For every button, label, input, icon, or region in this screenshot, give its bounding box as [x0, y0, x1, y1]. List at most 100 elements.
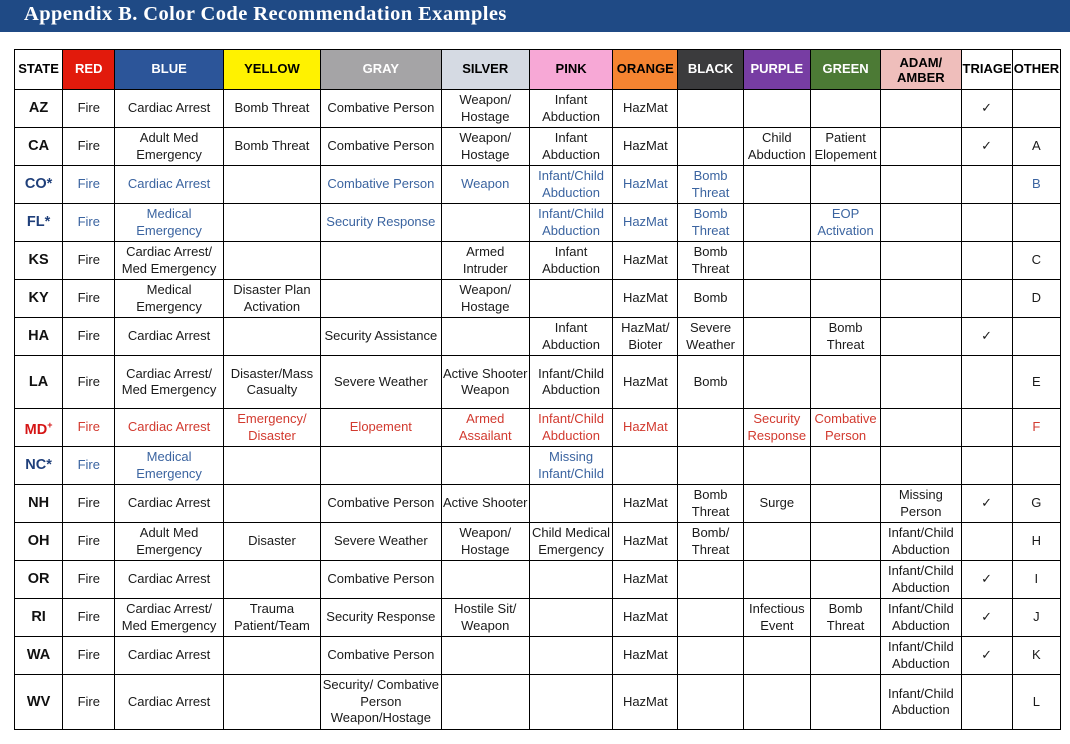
- cell-yellow: [222, 203, 322, 242]
- cell-silver: Hostile Sit/ Weapon: [440, 598, 530, 637]
- table-row: KY Fire Medical Emergency Disaster Plan Act…: [13, 279, 1062, 318]
- triage-checkmark-icon: ✓: [960, 484, 1013, 523]
- cell-black: [677, 674, 744, 730]
- cell-orange: HazMat: [612, 522, 679, 561]
- state-label: MD: [24, 421, 48, 438]
- cell-adam: Infant/Child Abduction: [880, 674, 962, 730]
- cell-adam: [880, 127, 962, 166]
- cell-orange: HazMat: [612, 241, 679, 280]
- cell-gray: Combative Person: [320, 484, 442, 523]
- state-label: OR: [27, 571, 50, 588]
- cell-pink: Infant Abduction: [528, 127, 614, 166]
- cell-purple: [742, 522, 811, 561]
- cell-purple: Surge: [742, 484, 811, 523]
- cell-silver: [440, 203, 530, 242]
- cell-pink: Infant/Child Abduction: [528, 408, 614, 447]
- cell-gray: [320, 241, 442, 280]
- cell-blue: Cardiac Arrest: [114, 408, 224, 447]
- cell-green: [809, 89, 882, 128]
- cell-pink: Child Medical Emergency: [528, 522, 614, 561]
- cell-adam: [880, 446, 962, 485]
- cell-red: Fire: [62, 355, 116, 409]
- cell-red: Fire: [62, 279, 116, 318]
- cell-green: EOP Activation: [809, 203, 882, 242]
- state-cell: WA: [13, 636, 64, 675]
- cell-other: A: [1011, 127, 1062, 166]
- cell-gray: Combative Person: [320, 560, 442, 599]
- cell-orange: HazMat: [612, 674, 679, 730]
- cell-green: Bomb Threat: [809, 598, 882, 637]
- state-label: KY: [28, 290, 49, 307]
- cell-orange: HazMat: [612, 484, 679, 523]
- cell-silver: [440, 636, 530, 675]
- cell-green: Combative Person: [809, 408, 882, 447]
- cell-blue: Cardiac Arrest: [114, 636, 224, 675]
- cell-yellow: Emergency/ Disaster: [222, 408, 322, 447]
- cell-silver: Active Shooter Weapon: [440, 355, 530, 409]
- cell-adam: [880, 317, 962, 356]
- cell-silver: [440, 560, 530, 599]
- cell-green: Patient Elopement: [809, 127, 882, 166]
- cell-other: [1011, 317, 1062, 356]
- cell-yellow: [222, 484, 322, 523]
- state-cell: WV: [13, 674, 64, 730]
- cell-other: J: [1011, 598, 1062, 637]
- cell-yellow: Bomb Threat: [222, 127, 322, 166]
- state-label: NH: [28, 495, 50, 512]
- state-cell: OR: [13, 560, 64, 599]
- cell-blue: Medical Emergency: [114, 203, 224, 242]
- cell-black: [677, 560, 744, 599]
- state-label: OH: [27, 533, 50, 550]
- state-label: WV: [26, 693, 51, 710]
- cell-adam: [880, 355, 962, 409]
- cell-triage: [960, 446, 1013, 485]
- state-cell: LA: [13, 355, 64, 409]
- color-code-table: STATE RED BLUE YELLOW GRAY SILVER PINK ORANGE BL…: [13, 49, 1062, 730]
- cell-adam: Infant/Child Abduction: [880, 636, 962, 675]
- cell-adam: [880, 203, 962, 242]
- state-cell: RI: [13, 598, 64, 637]
- cell-yellow: Disaster: [222, 522, 322, 561]
- cell-yellow: [222, 674, 322, 730]
- cell-red: Fire: [62, 484, 116, 523]
- cell-gray: Elopement: [320, 408, 442, 447]
- state-label: LA: [28, 373, 49, 390]
- cell-green: [809, 165, 882, 204]
- cell-other: I: [1011, 560, 1062, 599]
- cell-pink: Infant Abduction: [528, 89, 614, 128]
- cell-gray: Security Assistance: [320, 317, 442, 356]
- cell-silver: Weapon/ Hostage: [440, 127, 530, 166]
- cell-orange: HazMat: [612, 355, 679, 409]
- cell-triage: [960, 203, 1013, 242]
- cell-green: [809, 279, 882, 318]
- table-row: CO* Fire Cardiac Arrest Combative Person Wea…: [13, 165, 1062, 204]
- cell-pink: Infant Abduction: [528, 317, 614, 356]
- table-row: HA Fire Cardiac Arrest Security Assistance I…: [13, 317, 1062, 356]
- cell-triage: [960, 355, 1013, 409]
- cell-blue: Cardiac Arrest/ Med Emergency: [114, 598, 224, 637]
- cell-pink: [528, 279, 614, 318]
- cell-black: [677, 89, 744, 128]
- triage-checkmark-icon: ✓: [960, 598, 1013, 637]
- cell-gray: Severe Weather: [320, 355, 442, 409]
- cell-purple: Child Abduction: [742, 127, 811, 166]
- state-label: AZ: [28, 100, 49, 117]
- table-row: OR Fire Cardiac Arrest Combative Person HazM…: [13, 560, 1062, 599]
- cell-pink: Infant/Child Abduction: [528, 203, 614, 242]
- table-row: NH Fire Cardiac Arrest Combative Person Acti…: [13, 484, 1062, 523]
- cell-gray: [320, 279, 442, 318]
- cell-orange: HazMat: [612, 89, 679, 128]
- cell-black: Severe Weather: [677, 317, 744, 356]
- cell-black: [677, 598, 744, 637]
- title-bar: Appendix B. Color Code Recommendation Ex…: [0, 0, 1070, 32]
- cell-yellow: [222, 636, 322, 675]
- state-cell: CA: [13, 127, 64, 166]
- cell-red: Fire: [62, 89, 116, 128]
- cell-red: Fire: [62, 560, 116, 599]
- cell-blue: Medical Emergency: [114, 446, 224, 485]
- cell-silver: Active Shooter: [440, 484, 530, 523]
- cell-pink: [528, 598, 614, 637]
- table-row: MD+ Fire Cardiac Arrest Emergency/ Disaster…: [13, 408, 1062, 447]
- cell-green: [809, 484, 882, 523]
- header-row: STATE RED BLUE YELLOW GRAY SILVER PINK ORANGE BL…: [13, 49, 1062, 90]
